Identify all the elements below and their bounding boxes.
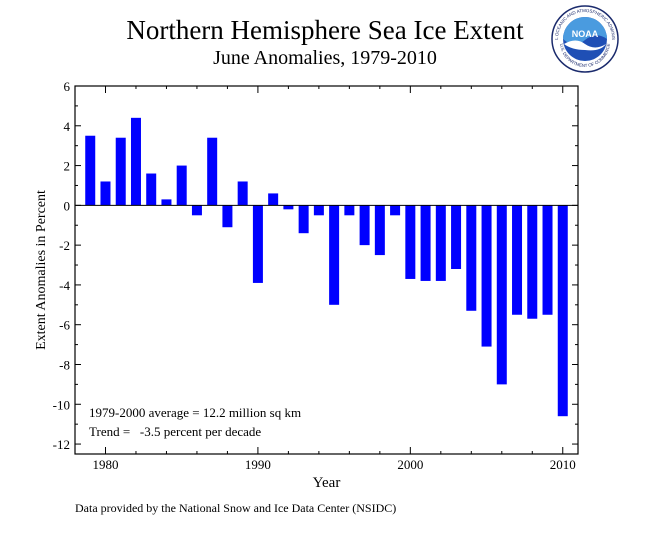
bar-2002 [435, 205, 446, 281]
bar-2006 [496, 205, 507, 385]
bar-1998 [374, 205, 385, 256]
bar-1991 [268, 193, 279, 206]
plot-frame [74, 85, 579, 455]
y-tick-label: 0 [64, 198, 71, 213]
y-tick-label: 2 [64, 159, 71, 174]
y-tick-label: -6 [59, 318, 70, 333]
bar-2001 [420, 205, 431, 281]
bar-1979 [85, 135, 96, 206]
x-tick-label: 2000 [397, 457, 423, 472]
bar-1999 [390, 205, 401, 216]
bar-1990 [252, 205, 263, 283]
annotation-average: 1979-2000 average = 12.2 million sq km [89, 405, 301, 420]
bar-2008 [527, 205, 538, 319]
bar-1985 [176, 165, 187, 206]
y-tick-label: -2 [59, 238, 70, 253]
bar-1984 [161, 199, 172, 206]
y-tick-label: -10 [53, 397, 70, 412]
y-tick-label: -12 [53, 437, 70, 452]
x-axis-label: Year [313, 475, 341, 491]
bar-2003 [451, 205, 462, 269]
y-tick-label: -8 [59, 357, 70, 372]
bar-1988 [222, 205, 233, 228]
bar-1994 [313, 205, 324, 216]
bar-1980 [100, 181, 111, 206]
bar-2004 [466, 205, 477, 311]
x-tick-label: 2010 [550, 457, 576, 472]
noaa-logo: NOAA NATIONAL OCEANIC AND ATMOSPHERIC AD… [550, 4, 619, 73]
bar-2007 [512, 205, 523, 315]
chart-subtitle: June Anomalies, 1979-2010 [213, 47, 437, 69]
bar-1992 [283, 205, 294, 210]
bar-1983 [146, 173, 157, 206]
bar-1981 [115, 137, 126, 206]
bar-1997 [359, 205, 370, 246]
x-tick-label: 1990 [245, 457, 271, 472]
y-axis-label: Extent Anomalies in Percent [34, 190, 49, 350]
bar-1995 [329, 205, 340, 305]
bar-1993 [298, 205, 309, 234]
y-tick-label: 6 [64, 79, 71, 94]
axis-ticks: 6 4 2 0 -2 -4 -6 -8 -10 -12 1980 1990 2000 2010 [53, 79, 578, 472]
bar-1996 [344, 205, 355, 216]
x-tick-label: 1980 [92, 457, 118, 472]
bar-2000 [405, 205, 416, 279]
bar-1986 [191, 205, 202, 216]
y-tick-label: 4 [64, 119, 71, 134]
chart-title: Northern Hemisphere Sea Ice Extent [126, 15, 524, 45]
bar-1989 [237, 181, 248, 206]
data-credit: Data provided by the National Snow and I… [75, 501, 397, 515]
bar-1982 [130, 117, 141, 206]
y-tick-label: -4 [59, 278, 70, 293]
noaa-logo-text: NOAA [572, 29, 599, 39]
bar-2010 [557, 205, 568, 417]
bar-1987 [207, 137, 218, 206]
bars [85, 117, 568, 417]
bar-2009 [542, 205, 553, 315]
annotation-trend: Trend = -3.5 percent per decade [89, 424, 261, 439]
bar-2005 [481, 205, 492, 347]
